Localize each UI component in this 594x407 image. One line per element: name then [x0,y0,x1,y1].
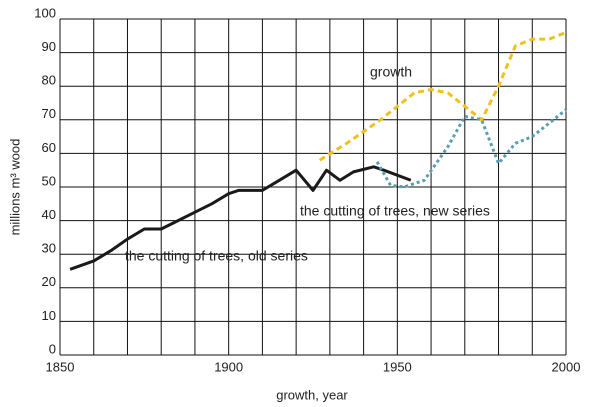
y-tick-label: 10 [42,308,56,323]
y-tick-label: 0 [49,341,56,356]
y-tick-label: 40 [42,207,56,222]
x-tick-label: 2000 [552,359,581,374]
y-tick-label: 20 [42,274,56,289]
y-axis-label: millions m³ wood [7,139,22,236]
y-tick-label: 70 [42,106,56,121]
series-label: growth [370,64,412,80]
series-label: the cutting of trees, old series [125,248,308,264]
x-tick-label: 1950 [383,359,412,374]
line [318,31,567,162]
x-tick-label: 1900 [214,359,243,374]
y-tick-label: 50 [42,173,56,188]
y-tick-label: 90 [42,39,56,54]
y-tick-label: 100 [34,5,56,20]
y-tick-label: 30 [42,241,56,256]
line [375,108,567,189]
line [69,165,412,271]
x-axis-label: growth, year [276,387,348,402]
x-tick-label: 1850 [46,359,75,374]
y-tick-label: 60 [42,140,56,155]
series-label: the cutting of trees, new series [300,203,490,219]
y-tick-label: 80 [42,73,56,88]
